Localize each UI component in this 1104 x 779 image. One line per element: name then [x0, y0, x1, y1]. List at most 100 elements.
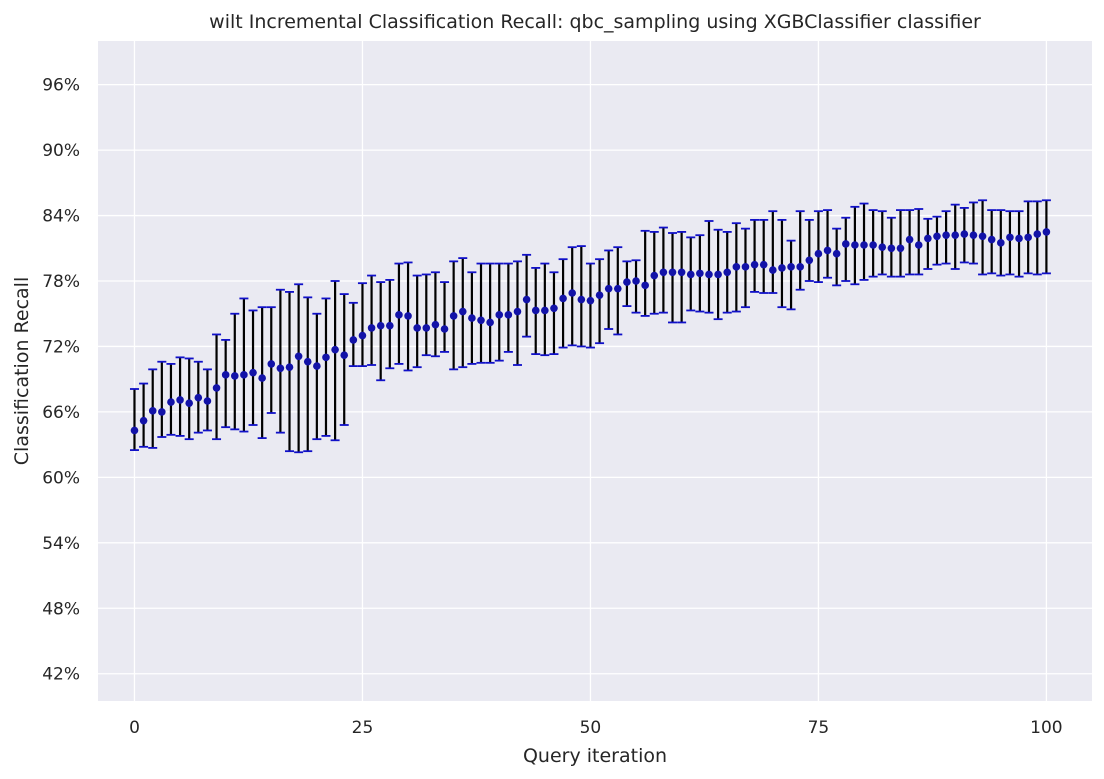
data-point: [714, 270, 722, 279]
data-point: [778, 264, 786, 272]
data-point: [303, 357, 312, 366]
data-point: [550, 304, 558, 313]
data-point: [285, 363, 294, 371]
data-point: [367, 324, 376, 332]
data-point: [832, 249, 841, 258]
data-point: [568, 289, 577, 297]
data-point: [267, 360, 276, 368]
data-point: [796, 263, 804, 271]
data-point: [905, 235, 914, 244]
y-tick-label: 78%: [42, 272, 80, 292]
data-point: [686, 270, 695, 279]
data-point: [787, 263, 795, 271]
y-tick-label: 66%: [42, 403, 80, 423]
data-point: [604, 284, 613, 293]
data-point: [668, 268, 677, 277]
data-point: [240, 371, 248, 379]
y-tick-label: 72%: [42, 337, 80, 357]
data-point: [486, 318, 494, 327]
data-point: [230, 372, 239, 380]
data-point: [431, 320, 440, 329]
data-point: [513, 307, 522, 316]
data-point: [541, 306, 549, 315]
data-point: [851, 241, 859, 249]
x-tick-label: 75: [808, 718, 830, 738]
data-point: [1042, 228, 1051, 236]
data-point: [322, 353, 330, 362]
data-point: [577, 295, 586, 304]
data-point: [896, 244, 905, 253]
data-point: [413, 324, 421, 332]
y-tick-label: 42%: [42, 665, 80, 685]
data-point: [340, 351, 349, 359]
data-point: [158, 408, 166, 416]
data-point: [468, 314, 476, 322]
data-point: [313, 362, 321, 370]
data-point: [276, 364, 285, 373]
data-point: [860, 241, 868, 249]
data-point: [769, 266, 777, 274]
data-point: [148, 407, 157, 415]
data-point: [531, 306, 540, 315]
data-point: [294, 352, 303, 361]
data-point: [194, 393, 203, 402]
data-point: [349, 336, 358, 344]
data-point: [331, 345, 339, 354]
data-point: [258, 374, 266, 382]
y-tick-label: 54%: [42, 534, 80, 554]
data-point: [659, 268, 668, 277]
data-point: [139, 416, 148, 425]
data-point: [449, 312, 458, 320]
data-point: [522, 295, 531, 304]
data-point: [705, 270, 713, 279]
x-tick-label: 50: [580, 718, 602, 738]
data-point: [130, 426, 139, 435]
y-tick-label: 60%: [42, 468, 80, 488]
data-point: [814, 249, 823, 258]
data-point: [632, 277, 640, 285]
data-point: [595, 291, 604, 299]
data-point: [823, 246, 832, 255]
data-point: [997, 239, 1005, 247]
data-point: [495, 311, 504, 319]
y-tick-label: 84%: [42, 207, 80, 227]
y-axis-label: Classification Recall: [11, 277, 33, 465]
data-point: [987, 235, 996, 244]
x-tick-label: 25: [352, 718, 374, 738]
data-point: [732, 263, 741, 271]
plot-background: [98, 41, 1092, 701]
data-point: [221, 371, 230, 379]
data-point: [677, 268, 686, 277]
data-point: [477, 316, 485, 325]
data-point: [422, 324, 431, 332]
data-point: [960, 230, 969, 238]
data-point: [942, 231, 950, 239]
data-point: [386, 321, 394, 330]
data-point: [167, 398, 175, 406]
data-point: [613, 284, 622, 293]
data-point: [559, 294, 567, 303]
data-point: [1006, 233, 1014, 242]
data-point: [878, 243, 887, 251]
data-point: [1033, 230, 1042, 238]
data-point: [440, 325, 449, 333]
data-point: [805, 256, 814, 265]
data-point: [395, 311, 403, 319]
data-point: [212, 384, 221, 392]
data-point: [887, 244, 896, 253]
data-point: [504, 311, 513, 319]
data-point: [841, 240, 850, 248]
data-point: [933, 232, 941, 241]
data-point: [404, 312, 412, 320]
data-point: [623, 278, 631, 286]
grid: [98, 41, 1092, 701]
data-point: [741, 263, 750, 271]
chart-title: wilt Incremental Classification Recall: …: [209, 11, 981, 33]
data-point: [1024, 233, 1032, 242]
data-point: [750, 260, 759, 269]
data-point: [1015, 234, 1023, 243]
y-tick-label: 48%: [42, 599, 80, 619]
data-point: [586, 296, 595, 305]
data-point: [458, 307, 467, 316]
